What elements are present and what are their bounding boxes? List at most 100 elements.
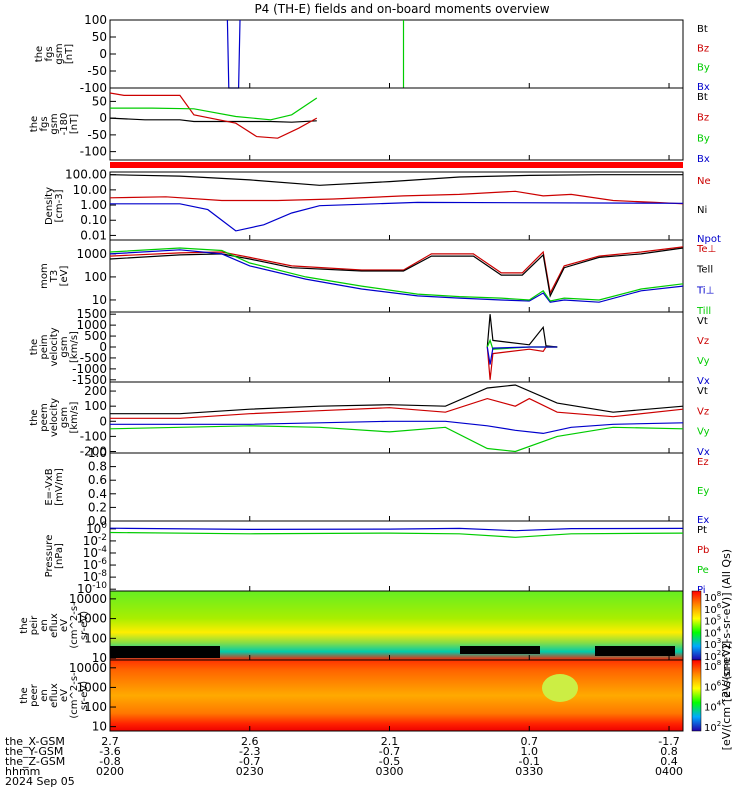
y-tick-label: 0	[99, 111, 107, 125]
y-axis-label-line: gsm	[49, 113, 60, 134]
y-tick-label: -1000	[72, 362, 107, 376]
colorbar-tick-label: 106	[704, 679, 722, 693]
y-tick-label: 1000	[76, 318, 107, 332]
y-tick-label: 0.01	[80, 228, 107, 242]
legend-entry: Npot	[697, 234, 721, 245]
x-row-value: -0.5	[379, 755, 400, 768]
y-axis-label-line: [nT]	[64, 44, 75, 64]
x-axis-labels: the_X-GSM 2.7 2.6 2.1 0.7 -1.7 the_Y-GSM -3.6 -2…	[5, 83, 683, 788]
x-row-value: 0230	[236, 765, 264, 778]
colorbar-label: [eV/(cm^2-s-sr-eV)]	[720, 641, 733, 751]
y-axis-label-line: the	[34, 46, 45, 62]
x-row-value: -0.1	[519, 755, 540, 768]
y-axis-label-line: T3	[49, 270, 60, 283]
y-axis-label-line: peem	[39, 403, 50, 431]
panel-4: 1000 100 10 mom T3 [eV] Te⊥ Tell Ti⊥ Till	[39, 239, 716, 317]
y-axis-label: E=-VxB [mV/m]	[44, 468, 65, 506]
series-line-Tell	[109, 247, 684, 298]
y-axis-label-line: (cm^2-s-	[69, 602, 80, 649]
legend-entry: Bt	[697, 92, 708, 103]
y-tick-label: 100	[84, 700, 107, 714]
y-axis-label-line: the	[19, 617, 30, 633]
y-axis-label: mom T3 [eV]	[39, 263, 70, 289]
y-axis-label: the peir en eflux eV (cm^2-s-sr-eV)	[19, 602, 90, 649]
y-axis-label-line: peim	[39, 334, 50, 359]
y-axis-label-line: sr-eV)	[79, 681, 90, 710]
y-axis-label-line: eflux	[49, 683, 60, 708]
date-label: 2024 Sep 05	[5, 775, 75, 788]
y-tick-label: 100	[84, 631, 107, 645]
y-tick-label: 10-6	[83, 557, 108, 572]
y-axis-label-line: [eV]	[59, 266, 70, 287]
series-line-Bt	[109, 117, 317, 123]
y-tick-label: -500	[80, 351, 107, 365]
series-line-Vt	[486, 314, 558, 348]
y-axis-label-line: [km/s]	[69, 401, 80, 433]
y-tick-label: 10-4	[83, 545, 108, 560]
x-row-label: the_Y-GSM	[5, 745, 63, 758]
x-row-value: -0.7	[239, 755, 260, 768]
x-row-value: 0.8	[660, 745, 678, 758]
colorbar-tick-label: 102	[704, 649, 721, 663]
legend-entry: Tell	[696, 265, 713, 276]
y-axis-label-line: the	[29, 409, 40, 425]
series-line-Vz	[110, 397, 684, 419]
legend-entry: Ey	[697, 486, 709, 497]
figure-title: P4 (TH-E) fields and on-board moments ov…	[254, 2, 549, 16]
x-row-label: the_Z-GSM	[5, 755, 65, 768]
series-line-Bz	[109, 92, 318, 139]
x-row-value: 0400	[655, 765, 683, 778]
y-tick-label: 1.00	[80, 198, 107, 212]
y-axis-label-line: velocity	[49, 327, 60, 366]
x-row-value: 0330	[515, 765, 543, 778]
y-tick-label: 100	[84, 399, 107, 413]
x-row-value: 2.6	[241, 735, 259, 748]
legend-entry: Ni	[697, 205, 707, 216]
colorbar-tick-label: 102	[704, 720, 721, 734]
legend-entry: Pb	[697, 545, 709, 556]
panel-7: 1.00.80.60.40.20.0 E=-VxB [mV/m] Ez Ey Ex	[44, 446, 709, 528]
colorbar-tick-label: 106	[704, 602, 722, 616]
y-tick-label: 500	[84, 329, 107, 343]
legend-entry: Bz	[697, 113, 709, 124]
y-tick-label: 0.8	[88, 460, 107, 474]
panel-frame	[109, 659, 684, 732]
y-axis-label-line: en	[39, 689, 50, 702]
x-row-value: 0200	[96, 765, 124, 778]
y-tick-label: -200	[80, 444, 107, 458]
colorbar	[691, 659, 702, 732]
legend-entry: By	[697, 133, 710, 144]
legend-entry: Pt	[697, 525, 707, 536]
y-tick-label: 100	[84, 270, 107, 284]
legend-entry: Vx	[697, 447, 710, 458]
y-tick-label: 10	[92, 293, 107, 307]
low-count-region	[460, 646, 540, 654]
y-tick-label: 0.10	[80, 213, 107, 227]
legend-entry: Bx	[697, 154, 710, 165]
y-axis-label-line: peer	[29, 683, 40, 707]
low-count-region	[595, 646, 675, 656]
y-tick-label: 10	[92, 720, 107, 734]
y-tick-label: 100.00	[65, 168, 107, 182]
y-axis-label-line: mom	[39, 263, 50, 289]
y-axis-label: the fgs gsm -180 [nT]	[29, 113, 80, 136]
colorbar-tick-label: 108	[704, 659, 721, 673]
panel-frame	[109, 19, 684, 89]
y-axis-label-line: en	[39, 619, 50, 632]
colorbar-label: [eV/(cm^2-s-sr-eV)] (All Qs)	[720, 549, 733, 702]
y-axis-label-line: [mV/m]	[54, 468, 65, 506]
y-tick-label: 10-8	[83, 569, 108, 584]
y-axis-label-line: gsm	[54, 43, 65, 64]
y-axis-label-line: fgs	[44, 46, 55, 61]
series-line-Ti⊥	[109, 249, 684, 303]
y-tick-label: 10-2	[83, 533, 107, 548]
y-axis-label: the peim velocity gsm [km/s]	[29, 327, 80, 366]
x-row-value: -0.8	[99, 755, 120, 768]
colorbar-tick-label: 104	[704, 700, 722, 714]
y-tick-label: 1.0	[88, 446, 107, 460]
colorbar-tick-label: 104	[704, 625, 722, 639]
series-line-Vz	[486, 346, 558, 380]
